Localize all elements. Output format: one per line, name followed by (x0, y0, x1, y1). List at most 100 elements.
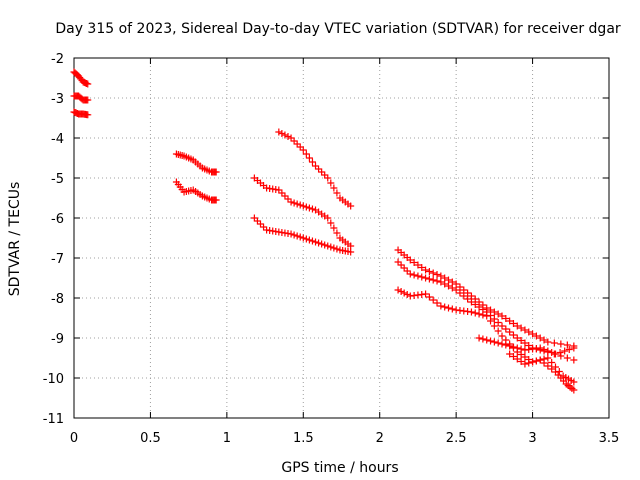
data-point (410, 259, 418, 266)
data-point (550, 339, 558, 347)
data-point (532, 357, 540, 365)
data-point (347, 242, 355, 250)
data-point (521, 339, 529, 347)
data-point (397, 261, 405, 269)
x-tick-label: 0.5 (140, 431, 161, 446)
data-point (490, 322, 498, 330)
data-point (429, 276, 437, 284)
data-point (563, 341, 571, 349)
data-point (521, 353, 529, 361)
data-point (517, 337, 525, 344)
data-point (293, 140, 301, 148)
data-point (456, 283, 464, 291)
data-point (302, 203, 310, 211)
data-point (394, 258, 402, 266)
data-point (544, 347, 552, 355)
data-point (260, 223, 268, 231)
data-point (321, 171, 329, 179)
data-point (479, 335, 487, 343)
data-point (347, 248, 355, 256)
data-point (312, 162, 320, 170)
data-point (437, 302, 445, 310)
data-point (422, 266, 430, 274)
data-point (557, 340, 565, 348)
series-arc-c3 (250, 214, 355, 256)
data-point (403, 291, 411, 298)
data-point (506, 317, 514, 325)
series-arc-d5 (506, 350, 578, 394)
data-point (425, 268, 433, 275)
data-point (475, 303, 483, 311)
data-point (544, 362, 552, 370)
y-tick-label: -5 (51, 172, 64, 187)
data-point (498, 322, 506, 330)
data-point (502, 315, 510, 322)
data-point (536, 344, 544, 352)
y-tick-label: -2 (51, 52, 64, 67)
data-point (324, 214, 332, 222)
data-point (308, 237, 316, 245)
data-point (529, 358, 537, 366)
data-point (330, 184, 338, 192)
data-point (281, 192, 289, 200)
series-arc-d2 (394, 258, 578, 364)
y-tick-labels: -2 -3 -4 -5 -6 -7 -8 -9 -10 -11 (43, 52, 64, 427)
data-point (570, 386, 578, 394)
data-point (509, 353, 517, 360)
data-point (302, 150, 310, 158)
data-point (570, 356, 578, 364)
data-point (460, 286, 468, 294)
data-point (281, 131, 289, 139)
data-point (406, 270, 414, 278)
data-point (433, 271, 441, 278)
data-point (299, 146, 307, 154)
data-point (494, 339, 502, 347)
data-point (471, 309, 479, 317)
data-point (498, 332, 506, 340)
data-point (278, 189, 286, 197)
data-point (302, 235, 310, 243)
y-tick-label: -8 (51, 292, 64, 307)
y-tick-label: -6 (51, 212, 64, 227)
x-tick-labels: 0 0.5 1 1.5 2 2.5 3 3.5 (70, 431, 619, 446)
data-point (498, 312, 506, 320)
data-point (521, 326, 529, 334)
data-point (275, 128, 283, 136)
data-point (425, 293, 433, 301)
data-point (312, 238, 320, 246)
data-point (506, 350, 514, 358)
data-point (445, 282, 452, 290)
data-point (536, 356, 544, 364)
data-point (305, 236, 313, 244)
data-point (290, 199, 298, 207)
data-point (517, 324, 525, 332)
data-point (565, 346, 573, 353)
data-point (397, 288, 405, 295)
data-point (296, 201, 304, 209)
data-point (506, 342, 514, 350)
data-point (321, 241, 329, 249)
data-point (502, 325, 510, 333)
series-arc-d4 (475, 334, 578, 358)
data-point (513, 355, 521, 363)
data-point (290, 231, 298, 239)
data-point (333, 189, 341, 197)
data-point (557, 352, 565, 360)
data-point (418, 264, 426, 271)
data-point (490, 338, 498, 346)
data-point (487, 317, 495, 325)
data-point (467, 308, 475, 316)
data-point (437, 272, 445, 280)
data-point (475, 310, 483, 318)
data-point (410, 271, 418, 279)
x-axis-label: GPS time / hours (281, 460, 398, 476)
data-point (437, 278, 445, 286)
data-point (250, 214, 258, 222)
data-point (441, 274, 449, 282)
data-point (433, 299, 441, 307)
data-point (287, 134, 295, 142)
chart-title: Day 315 of 2023, Sidereal Day-to-day VTE… (55, 21, 621, 37)
data-point (513, 322, 521, 330)
data-point (422, 274, 430, 282)
data-point (475, 334, 483, 342)
